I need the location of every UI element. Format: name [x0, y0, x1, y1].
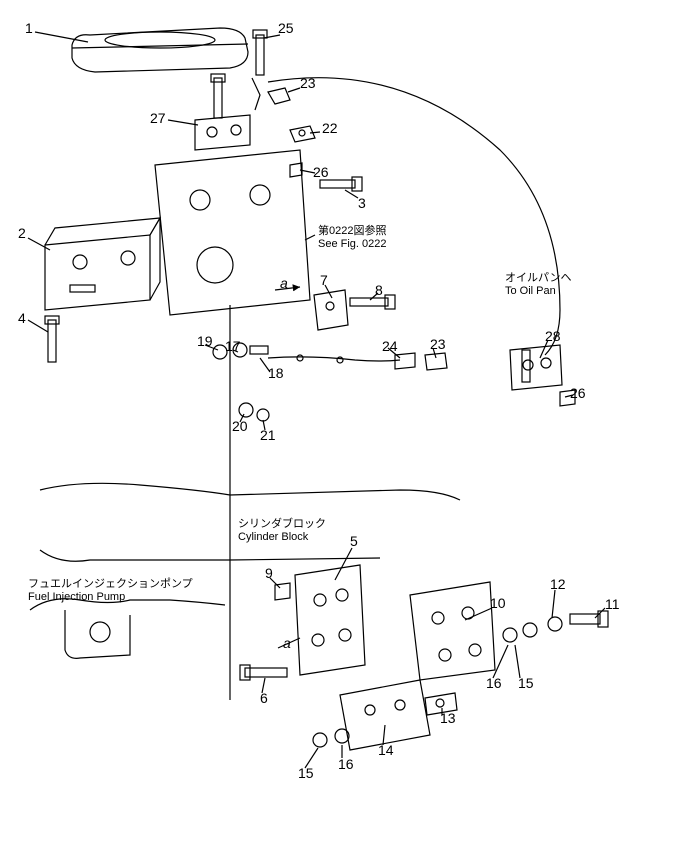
callout-22: 22 [322, 120, 338, 136]
callout-26b: 26 [570, 385, 586, 401]
callout-13: 13 [440, 710, 456, 726]
callout-14: 14 [378, 742, 394, 758]
callout-25: 25 [278, 20, 294, 36]
callout-9: 9 [265, 565, 273, 581]
callout-10: 10 [490, 595, 506, 611]
callout-8: 8 [375, 282, 383, 298]
callout-1: 1 [25, 20, 33, 36]
label-see-fig: 第0222図参照 See Fig. 0222 [318, 225, 387, 251]
callout-5: 5 [350, 533, 358, 549]
callout-18: 18 [268, 365, 284, 381]
detail-marker-a-top: a [280, 275, 288, 291]
callout-16b: 16 [486, 675, 502, 691]
callout-23a: 23 [300, 75, 316, 91]
diagram-linework [0, 0, 676, 859]
callout-3: 3 [358, 195, 366, 211]
callout-11: 11 [605, 596, 620, 612]
callout-15b: 15 [518, 675, 534, 691]
exploded-parts-diagram: 1 2 3 4 5 6 7 8 9 10 11 12 13 14 15 15 1… [0, 0, 676, 859]
callout-4: 4 [18, 310, 26, 326]
callout-17: 17 [225, 338, 241, 354]
label-fuel-pump: フュエルインジェクションポンプ Fuel Injection Pump [28, 578, 193, 604]
callout-23b: 23 [430, 336, 446, 352]
callout-7: 7 [320, 272, 328, 288]
callout-6: 6 [260, 690, 268, 706]
callout-21: 21 [260, 427, 276, 443]
callout-15a: 15 [298, 765, 314, 781]
label-cylinder-block: シリンダブロック Cylinder Block [238, 518, 326, 544]
label-oil-pan: オイルパンヘ To Oil Pan [505, 272, 572, 298]
callout-12: 12 [550, 576, 566, 592]
callout-28: 28 [545, 328, 561, 344]
detail-marker-a-bottom: a [283, 635, 291, 651]
callout-20: 20 [232, 418, 248, 434]
callout-19: 19 [197, 333, 213, 349]
callout-16a: 16 [338, 756, 354, 772]
callout-27: 27 [150, 110, 166, 126]
callout-2: 2 [18, 225, 26, 241]
callout-26a: 26 [313, 164, 329, 180]
callout-24: 24 [382, 338, 398, 354]
